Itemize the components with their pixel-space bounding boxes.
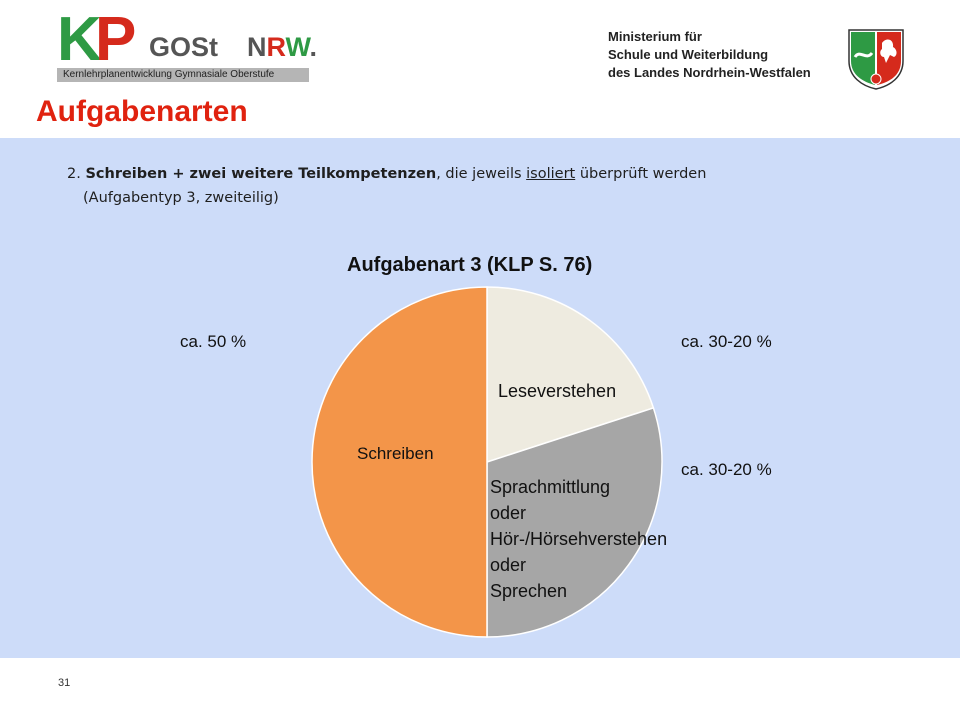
pie-label-leseverstehen: Leseverstehen bbox=[498, 381, 616, 401]
pie-slice-schreiben bbox=[311, 286, 488, 638]
klp-logo: K P GOSt NRW. Kernlehrplanentwicklung Gy… bbox=[57, 5, 317, 82]
logo-subtitle: Kernlehrplanentwicklung Gymnasiale Obers… bbox=[63, 69, 275, 80]
ministry-line-3: des Landes Nordrhein-Westfalen bbox=[608, 65, 811, 80]
task-description: 2. Schreiben + zwei weitere Teilkompeten… bbox=[67, 162, 927, 210]
logo-letter-p: P bbox=[95, 5, 137, 74]
task-underlined-text: isoliert bbox=[526, 166, 576, 182]
nrw-crest-icon bbox=[848, 29, 904, 90]
task-line-2: (Aufgabentyp 3, zweiteilig) bbox=[83, 190, 279, 206]
pie-label-schreiben: Schreiben bbox=[357, 444, 434, 463]
annotation-leseverstehen: ca. 30-20 % bbox=[681, 332, 772, 351]
page-number: 31 bbox=[58, 677, 71, 689]
ministry-line-2: Schule und Weiterbildung bbox=[608, 47, 769, 62]
logo-subtitle-bar bbox=[57, 68, 309, 82]
pie-chart: Schreiben Leseverstehen Sprachmittlung oder… bbox=[311, 286, 667, 638]
annotation-sprachmittlung: ca. 30-20 % bbox=[681, 460, 772, 479]
pie-slice-sprachmittlung bbox=[486, 406, 663, 638]
logo-letter-k: K bbox=[57, 5, 102, 74]
task-mid-text: , die jeweils bbox=[436, 166, 527, 182]
logo-nrw: NRW. bbox=[247, 32, 318, 62]
pie-label-sprachmittlung: Sprachmittlung oder Hör-/Hörsehverstehen od… bbox=[490, 477, 667, 601]
ministry-line-1: Ministerium für bbox=[608, 29, 702, 44]
task-end-text: überprüft werden bbox=[575, 166, 707, 182]
pie-slice-leseverstehen bbox=[486, 286, 655, 464]
task-number: 2. bbox=[67, 166, 81, 182]
page-title: Aufgabenarten bbox=[36, 95, 248, 128]
ministry-name: Ministerium für Schule und Weiterbildung… bbox=[608, 28, 838, 82]
chart-title: Aufgabenart 3 (KLP S. 76) bbox=[347, 254, 593, 276]
logo-gost: GOSt bbox=[149, 32, 219, 62]
annotation-schreiben: ca. 50 % bbox=[180, 332, 247, 351]
task-bold-text: Schreiben + zwei weitere Teilkompetenzen bbox=[85, 166, 437, 182]
